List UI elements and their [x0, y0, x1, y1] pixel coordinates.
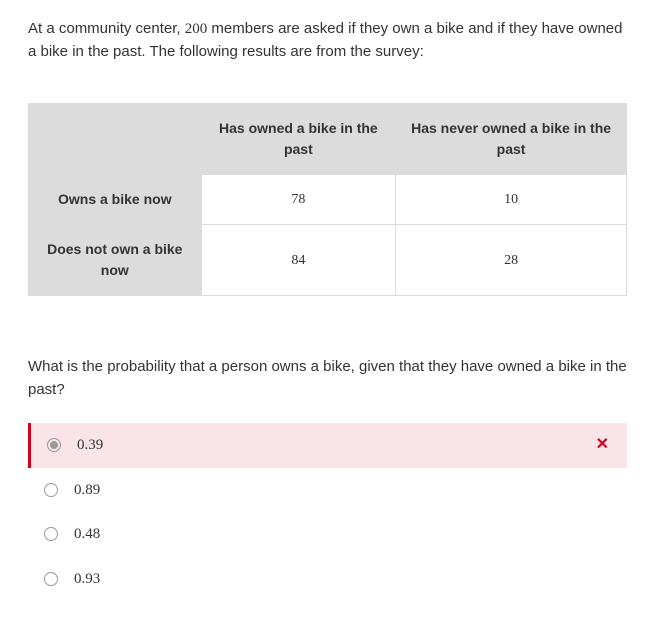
option-label: 0.39: [77, 434, 103, 457]
table-cell-r1c2: 10: [396, 175, 627, 225]
data-table: Has owned a bike in the past Has never o…: [28, 103, 627, 296]
table-col-header-1: Has owned a bike in the past: [201, 104, 396, 175]
option-label: 0.93: [74, 568, 100, 591]
answer-options: 0.39 ✕ 0.89 0.48 0.93: [28, 423, 627, 601]
table-row-header-1: Owns a bike now: [29, 175, 202, 225]
radio-icon: [44, 572, 58, 586]
option-label: 0.48: [74, 523, 100, 546]
option-b[interactable]: 0.89: [28, 468, 627, 513]
radio-icon: [44, 527, 58, 541]
question-intro: At a community center, 200 members are a…: [28, 18, 627, 63]
table-col-header-2: Has never owned a bike in the past: [396, 104, 627, 175]
radio-icon: [47, 438, 61, 452]
table-row-header-2: Does not own a bike now: [29, 225, 202, 296]
option-label: 0.89: [74, 479, 100, 502]
wrong-icon: ✕: [596, 433, 609, 457]
radio-icon: [44, 483, 58, 497]
question-prompt: What is the probability that a person ow…: [28, 356, 627, 401]
table-cell-r2c2: 28: [396, 225, 627, 296]
table-cell-r1c1: 78: [201, 175, 396, 225]
option-a[interactable]: 0.39 ✕: [28, 423, 627, 468]
table-row: Owns a bike now 78 10: [29, 175, 627, 225]
intro-text-before: At a community center,: [28, 20, 185, 37]
option-c[interactable]: 0.48: [28, 512, 627, 557]
table-corner-cell: [29, 104, 202, 175]
table-row: Does not own a bike now 84 28: [29, 225, 627, 296]
intro-number-200: 200: [185, 21, 208, 37]
table-cell-r2c1: 84: [201, 225, 396, 296]
option-d[interactable]: 0.93: [28, 557, 627, 602]
